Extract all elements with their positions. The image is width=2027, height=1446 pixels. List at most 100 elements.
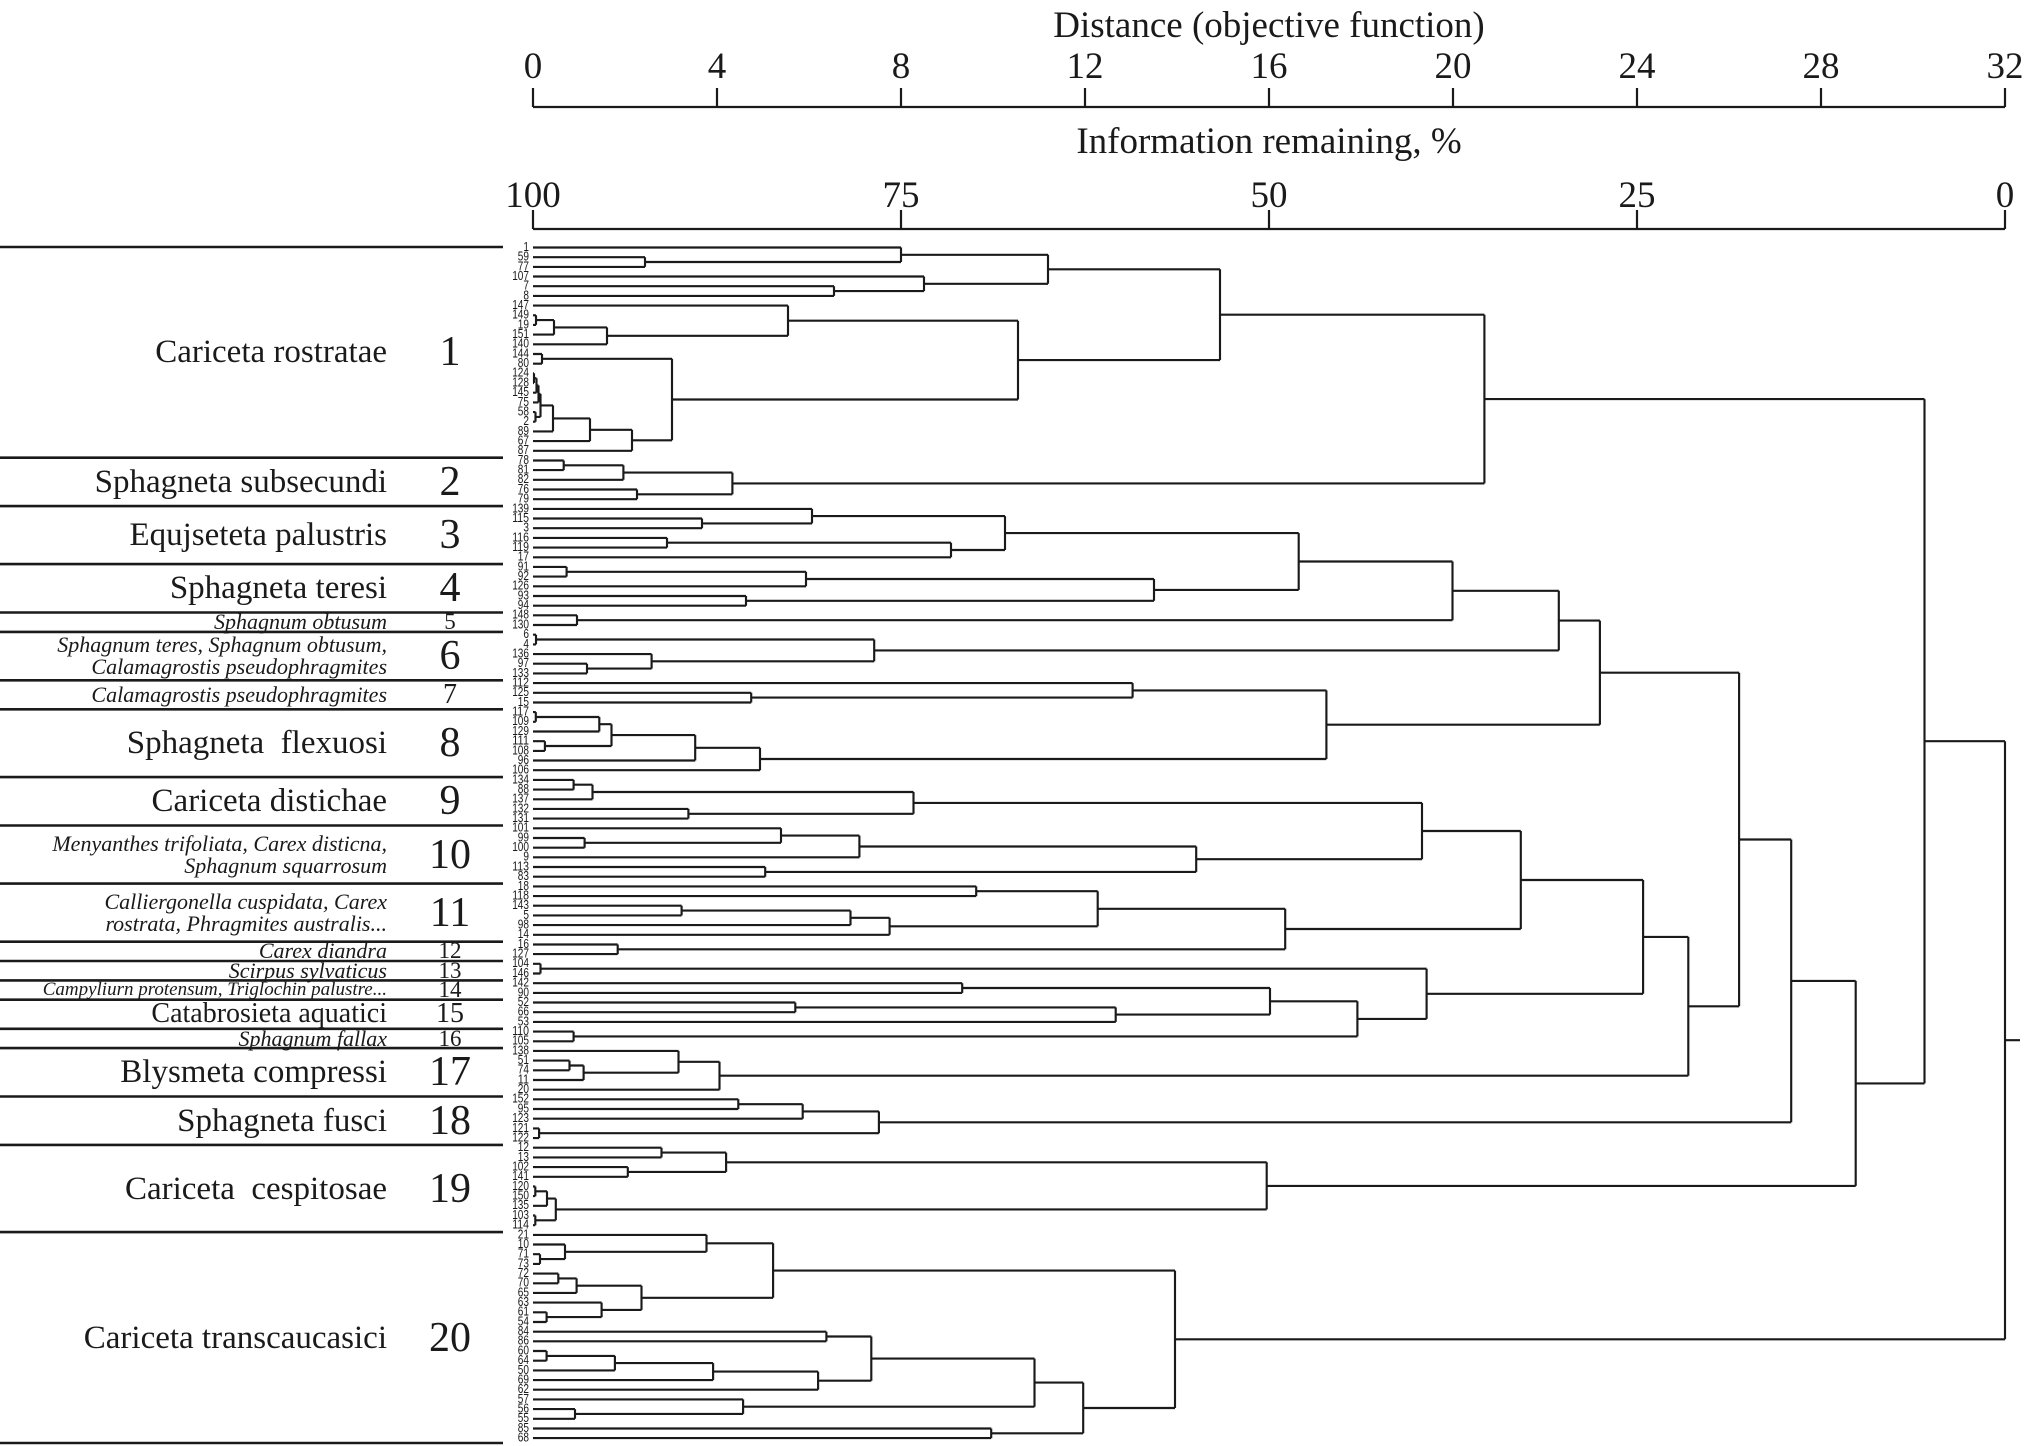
svg-text:129: 129	[512, 724, 529, 738]
svg-text:24: 24	[1619, 46, 1656, 87]
svg-text:79: 79	[518, 492, 529, 506]
svg-text:100: 100	[512, 840, 529, 854]
svg-text:126: 126	[512, 579, 529, 593]
svg-text:28: 28	[1803, 46, 1840, 87]
svg-text:114: 114	[512, 1218, 529, 1232]
svg-text:86: 86	[518, 1334, 529, 1348]
svg-text:75: 75	[883, 175, 920, 216]
svg-text:51: 51	[518, 1053, 529, 1067]
svg-text:3: 3	[523, 521, 529, 535]
svg-text:19: 19	[518, 317, 529, 331]
svg-text:1: 1	[523, 240, 529, 254]
svg-text:20: 20	[518, 1082, 529, 1096]
svg-text:95: 95	[518, 1101, 529, 1115]
svg-text:60: 60	[518, 1343, 529, 1357]
svg-text:139: 139	[512, 501, 529, 515]
svg-text:133: 133	[512, 666, 529, 680]
svg-text:32: 32	[1987, 46, 2024, 87]
svg-text:110: 110	[512, 1024, 529, 1038]
svg-text:52: 52	[518, 995, 529, 1009]
svg-text:132: 132	[512, 801, 529, 815]
svg-text:63: 63	[518, 1295, 529, 1309]
svg-text:16: 16	[518, 937, 529, 951]
svg-text:5: 5	[523, 908, 529, 922]
svg-text:81: 81	[518, 463, 529, 477]
svg-text:147: 147	[512, 298, 529, 312]
svg-text:13: 13	[518, 1150, 529, 1164]
svg-text:75: 75	[518, 395, 529, 409]
svg-text:90: 90	[518, 985, 529, 999]
svg-text:146: 146	[512, 966, 529, 980]
svg-text:148: 148	[512, 608, 529, 622]
svg-text:92: 92	[518, 569, 529, 583]
svg-text:131: 131	[512, 811, 529, 825]
svg-text:0: 0	[1996, 175, 2015, 216]
svg-text:145: 145	[512, 385, 529, 399]
svg-text:50: 50	[1251, 175, 1288, 216]
svg-text:71: 71	[518, 1247, 529, 1261]
svg-text:4: 4	[708, 46, 727, 87]
svg-text:125: 125	[512, 685, 529, 699]
svg-text:135: 135	[512, 1198, 529, 1212]
svg-text:107: 107	[512, 269, 529, 283]
svg-text:54: 54	[518, 1314, 529, 1328]
svg-text:120: 120	[512, 1179, 529, 1193]
svg-text:0: 0	[524, 46, 543, 87]
svg-text:116: 116	[512, 530, 529, 544]
svg-text:80: 80	[518, 356, 529, 370]
svg-text:85: 85	[518, 1421, 529, 1435]
svg-text:150: 150	[512, 1189, 529, 1203]
svg-text:68: 68	[518, 1431, 529, 1445]
svg-text:84: 84	[518, 1324, 529, 1338]
svg-text:74: 74	[518, 1063, 529, 1077]
svg-text:55: 55	[518, 1411, 529, 1425]
svg-text:119: 119	[512, 540, 529, 554]
svg-text:127: 127	[512, 947, 529, 961]
svg-text:130: 130	[512, 617, 529, 631]
svg-text:134: 134	[512, 772, 529, 786]
svg-text:103: 103	[512, 1208, 529, 1222]
svg-text:11: 11	[518, 1072, 529, 1086]
svg-text:91: 91	[518, 559, 529, 573]
svg-text:69: 69	[518, 1373, 529, 1387]
svg-text:101: 101	[512, 821, 529, 835]
svg-text:65: 65	[518, 1285, 529, 1299]
svg-text:14: 14	[518, 927, 529, 941]
svg-text:2: 2	[523, 414, 529, 428]
svg-text:76: 76	[518, 482, 529, 496]
svg-text:108: 108	[512, 743, 529, 757]
svg-text:58: 58	[518, 405, 529, 419]
svg-text:123: 123	[512, 1111, 529, 1125]
svg-text:122: 122	[512, 1131, 529, 1145]
svg-text:151: 151	[512, 327, 529, 341]
svg-text:104: 104	[512, 956, 529, 970]
svg-text:115: 115	[512, 511, 529, 525]
svg-text:111: 111	[512, 734, 529, 748]
svg-text:16: 16	[1251, 46, 1288, 87]
svg-text:113: 113	[512, 859, 529, 873]
svg-text:94: 94	[518, 598, 529, 612]
svg-text:138: 138	[512, 1043, 529, 1057]
svg-text:117: 117	[512, 705, 529, 719]
svg-text:124: 124	[512, 366, 529, 380]
svg-text:67: 67	[518, 434, 529, 448]
svg-text:100: 100	[505, 175, 561, 216]
svg-text:83: 83	[518, 869, 529, 883]
svg-text:142: 142	[512, 976, 529, 990]
svg-text:73: 73	[518, 1256, 529, 1270]
svg-text:99: 99	[518, 830, 529, 844]
svg-text:50: 50	[518, 1363, 529, 1377]
svg-text:102: 102	[512, 1160, 529, 1174]
svg-text:109: 109	[512, 714, 529, 728]
svg-text:8: 8	[892, 46, 911, 87]
svg-text:97: 97	[518, 656, 529, 670]
svg-text:144: 144	[512, 346, 529, 360]
svg-text:88: 88	[518, 782, 529, 796]
svg-text:77: 77	[518, 259, 529, 273]
svg-text:12: 12	[518, 1140, 529, 1154]
svg-text:64: 64	[518, 1353, 529, 1367]
svg-text:53: 53	[518, 1014, 529, 1028]
svg-text:61: 61	[518, 1305, 529, 1319]
svg-text:10: 10	[518, 1237, 529, 1251]
svg-text:87: 87	[518, 443, 529, 457]
